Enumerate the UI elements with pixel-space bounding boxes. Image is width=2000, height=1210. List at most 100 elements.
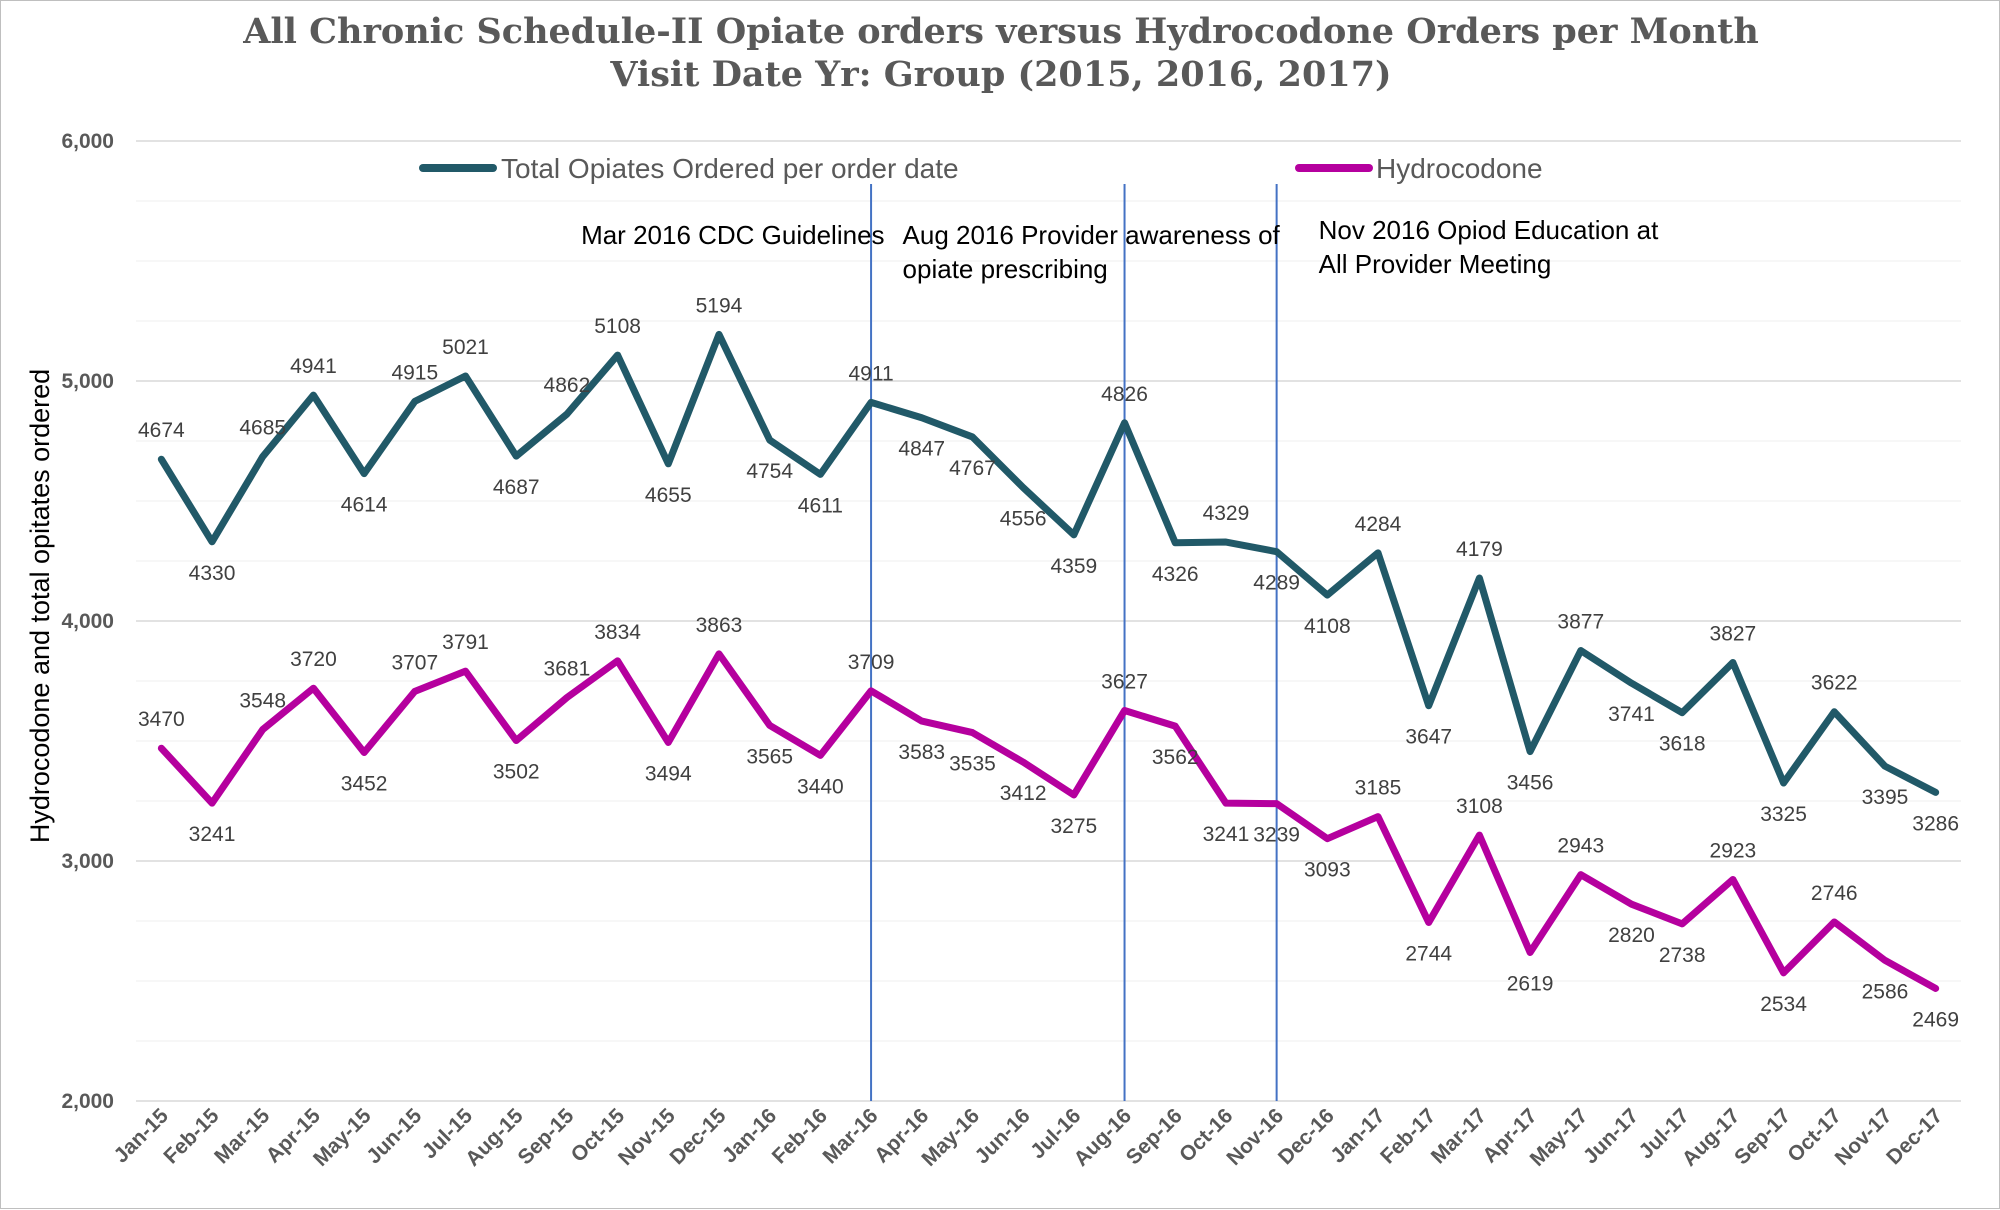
data-label-hydrocodone: 3108 — [1456, 795, 1503, 818]
chart-subtitle: Visit Date Yr: Group (2015, 2016, 2017) — [609, 54, 1391, 95]
data-label-hydrocodone: 3562 — [1152, 746, 1199, 769]
data-label-total-opiates: 4911 — [848, 362, 893, 385]
x-tick-label: Nov-16 — [1222, 1104, 1288, 1170]
data-label-total-opiates: 3622 — [1811, 672, 1858, 695]
x-tick-label: Jan-17 — [1326, 1104, 1389, 1167]
data-label-total-opiates: 4326 — [1152, 563, 1199, 586]
legend-label-total-opiates: Total Opiates Ordered per order date — [501, 153, 959, 184]
data-label-total-opiates: 3827 — [1710, 623, 1757, 646]
data-label-hydrocodone: 3275 — [1050, 815, 1097, 838]
series-lines — [157, 330, 1940, 992]
data-label-hydrocodone: 3502 — [493, 761, 540, 784]
data-label-hydrocodone: 3412 — [1000, 782, 1047, 805]
data-label-total-opiates: 4611 — [798, 494, 843, 517]
x-tick-label: Aug-16 — [1069, 1104, 1136, 1171]
data-label-total-opiates: 3286 — [1912, 812, 1959, 835]
y-tick-label: 2,000 — [61, 1090, 114, 1113]
data-label-hydrocodone: 3452 — [341, 773, 388, 796]
x-tick-label: Sep-17 — [1730, 1104, 1795, 1169]
y-tick-label: 6,000 — [61, 130, 114, 153]
data-label-total-opiates: 5194 — [696, 294, 743, 317]
y-axis-label: Hydrocodone and total opitates ordered — [25, 369, 55, 843]
event-annotations: Mar 2016 CDC Guidelines Aug 2016 Provider… — [581, 215, 1659, 284]
data-label-hydrocodone: 3494 — [645, 762, 692, 785]
x-tick-label: Jun-16 — [971, 1104, 1035, 1168]
x-axis-ticks: Jan-15Feb-15Mar-15Apr-15May-15Jun-15Jul-… — [110, 1104, 1948, 1171]
x-tick-label: May-17 — [1526, 1104, 1593, 1171]
x-tick-label: Feb-17 — [1376, 1104, 1440, 1168]
data-label-hydrocodone: 3709 — [848, 651, 895, 674]
x-tick-label: Nov-17 — [1831, 1104, 1897, 1170]
event-annotation-text: opiate prescribing — [903, 254, 1108, 284]
x-tick-label: Mar-15 — [210, 1104, 274, 1168]
x-tick-label: Aug-17 — [1678, 1104, 1745, 1171]
event-annotation-text: Mar 2016 CDC Guidelines — [581, 220, 884, 250]
data-label-hydrocodone: 2943 — [1557, 835, 1604, 858]
data-label-hydrocodone: 3093 — [1304, 859, 1351, 882]
data-label-total-opiates: 4179 — [1456, 538, 1503, 561]
x-tick-label: Jan-15 — [110, 1104, 174, 1168]
y-tick-label: 5,000 — [61, 370, 114, 393]
y-axis-ticks: 2,000 3,000 4,000 5,000 6,000 — [61, 130, 114, 1113]
data-label-hydrocodone: 2738 — [1659, 944, 1706, 967]
data-label-hydrocodone: 3583 — [898, 741, 945, 764]
data-label-hydrocodone: 3627 — [1101, 671, 1148, 694]
event-marker-lines — [870, 184, 1278, 1101]
data-label-hydrocodone: 3548 — [239, 689, 286, 712]
y-tick-label: 3,000 — [61, 850, 114, 873]
data-label-total-opiates: 4614 — [341, 494, 388, 517]
data-label-hydrocodone: 2619 — [1507, 972, 1554, 995]
data-label-total-opiates: 4767 — [949, 457, 996, 480]
data-label-hydrocodone: 3863 — [696, 614, 743, 637]
data-label-hydrocodone: 2586 — [1862, 980, 1909, 1003]
data-label-total-opiates: 4359 — [1050, 555, 1097, 578]
data-label-hydrocodone: 2820 — [1608, 924, 1655, 947]
data-label-total-opiates: 3877 — [1557, 611, 1604, 634]
x-tick-label: Dec-17 — [1882, 1104, 1947, 1169]
data-label-total-opiates: 4674 — [138, 419, 185, 442]
legend: Total Opiates Ordered per order date Hyd… — [419, 153, 1543, 184]
data-label-total-opiates: 4941 — [290, 355, 337, 378]
data-label-total-opiates: 4826 — [1101, 383, 1148, 406]
data-label-total-opiates: 4915 — [391, 361, 438, 384]
legend-label-hydrocodone: Hydrocodone — [1376, 153, 1543, 184]
data-label-total-opiates: 4108 — [1304, 615, 1351, 638]
data-label-total-opiates: 4284 — [1355, 513, 1402, 536]
data-label-hydrocodone: 3440 — [797, 775, 844, 798]
data-label-hydrocodone: 3241 — [189, 823, 236, 846]
x-tick-label: Jun-17 — [1579, 1104, 1643, 1168]
data-label-hydrocodone: 3720 — [290, 648, 337, 671]
event-annotation-text: All Provider Meeting — [1319, 249, 1552, 279]
x-tick-label: Sep-15 — [513, 1104, 578, 1169]
data-label-total-opiates: 4556 — [1000, 508, 1047, 531]
data-label-hydrocodone: 3241 — [1203, 823, 1250, 846]
data-label-total-opiates: 3741 — [1608, 703, 1655, 726]
data-label-hydrocodone: 2744 — [1405, 942, 1452, 965]
y-tick-label: 4,000 — [61, 610, 114, 633]
x-tick-label: Feb-15 — [159, 1104, 223, 1168]
data-label-hydrocodone: 2534 — [1760, 993, 1807, 1016]
data-label-hydrocodone: 3470 — [138, 708, 185, 731]
data-label-hydrocodone: 2469 — [1912, 1008, 1959, 1031]
data-label-total-opiates: 4685 — [239, 417, 286, 440]
x-tick-label: Sep-16 — [1122, 1104, 1187, 1169]
data-label-hydrocodone: 3185 — [1355, 777, 1402, 800]
data-label-total-opiates: 3395 — [1862, 786, 1909, 809]
data-label-total-opiates: 4330 — [189, 562, 236, 585]
data-label-total-opiates: 4289 — [1253, 572, 1300, 595]
data-label-total-opiates: 4329 — [1203, 502, 1250, 525]
x-tick-label: Jun-15 — [362, 1104, 426, 1168]
data-label-hydrocodone: 3707 — [391, 651, 438, 674]
gridlines — [136, 140, 1961, 1102]
data-label-hydrocodone: 3535 — [949, 753, 996, 776]
data-label-total-opiates: 3618 — [1659, 733, 1706, 756]
x-tick-label: Dec-15 — [666, 1104, 731, 1169]
series-line-total-opiates — [157, 330, 1940, 796]
data-label-hydrocodone: 2923 — [1710, 839, 1757, 862]
data-label-total-opiates: 4687 — [493, 476, 540, 499]
data-label-hydrocodone: 3834 — [594, 621, 641, 644]
data-label-total-opiates: 5108 — [594, 315, 641, 338]
